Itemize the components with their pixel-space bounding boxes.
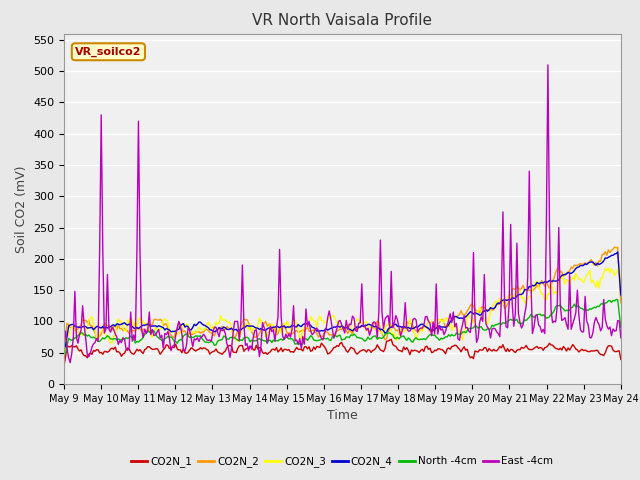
Title: VR North Vaisala Profile: VR North Vaisala Profile	[252, 13, 433, 28]
X-axis label: Time: Time	[327, 409, 358, 422]
Legend: CO2N_1, CO2N_2, CO2N_3, CO2N_4, North -4cm, East -4cm: CO2N_1, CO2N_2, CO2N_3, CO2N_4, North -4…	[127, 452, 557, 471]
Text: VR_soilco2: VR_soilco2	[75, 47, 141, 57]
Y-axis label: Soil CO2 (mV): Soil CO2 (mV)	[15, 165, 28, 252]
